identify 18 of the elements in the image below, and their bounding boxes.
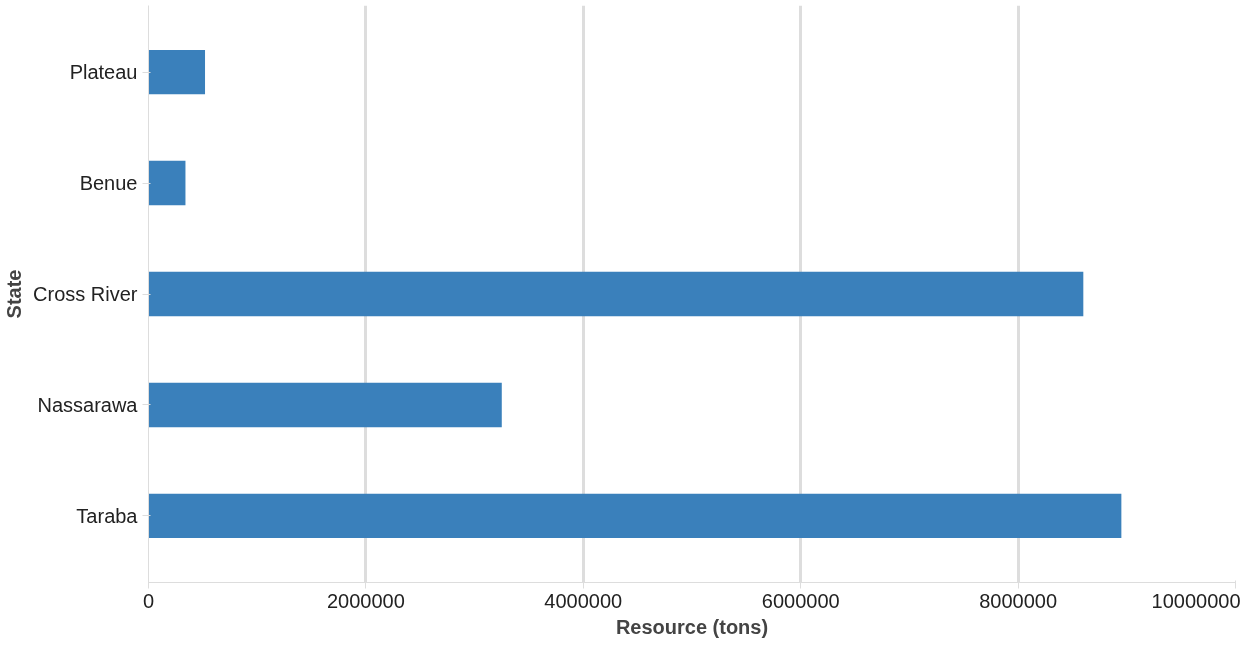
- bar: [148, 271, 1084, 317]
- y-tick-label: Taraba: [76, 504, 139, 527]
- x-tick-label: 0: [142, 589, 155, 612]
- bar: [148, 382, 502, 428]
- bar: [148, 49, 206, 95]
- y-axis-title: State: [3, 269, 26, 319]
- y-tick-label: Benue: [79, 172, 138, 195]
- y-tick-label: Cross River: [33, 283, 138, 305]
- bar: [148, 493, 1122, 539]
- x-tick-label: 6000000: [761, 589, 840, 612]
- x-axis-title: Resource (tons): [615, 615, 769, 638]
- x-tick-label: 10000000: [1151, 589, 1241, 612]
- y-tick-label: Plateau: [69, 61, 138, 84]
- x-tick-label: 8000000: [979, 589, 1058, 612]
- bar: [148, 160, 186, 206]
- x-tick-label: 2000000: [326, 589, 405, 612]
- y-tick-label: Nassarawa: [37, 393, 139, 416]
- x-tick-label: 4000000: [544, 589, 623, 612]
